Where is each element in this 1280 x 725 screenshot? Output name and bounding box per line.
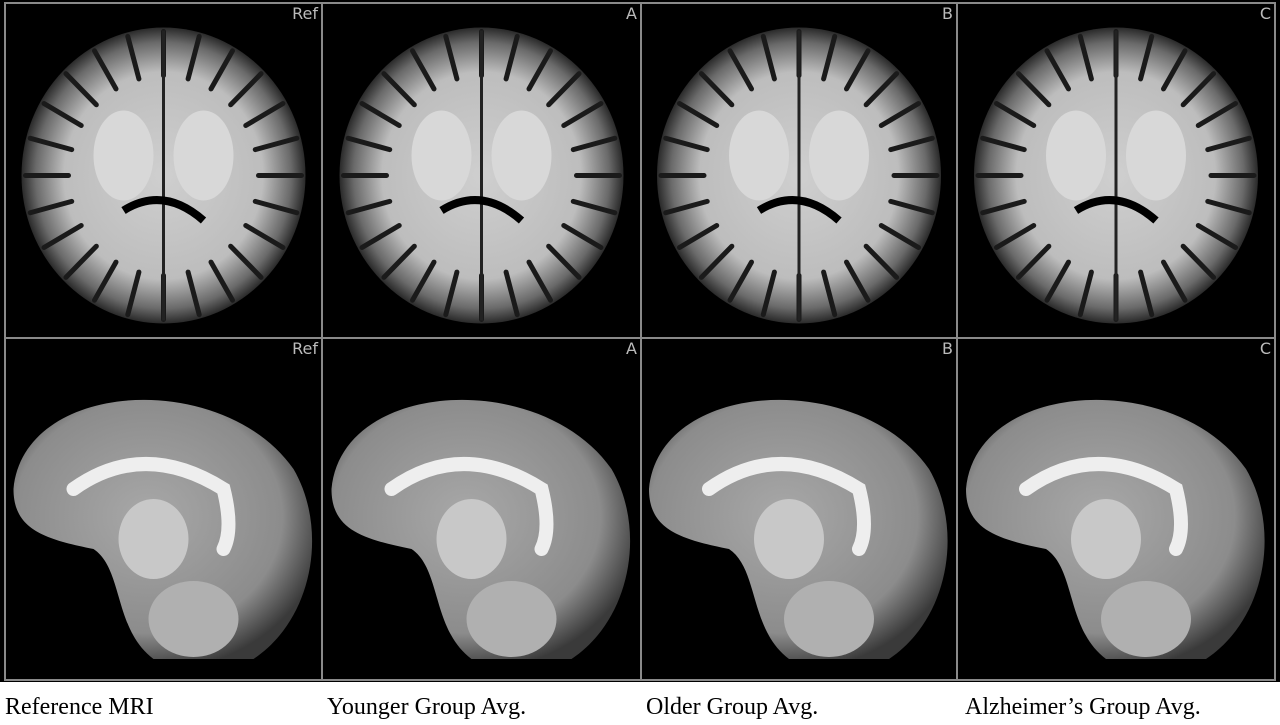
cerebellum — [149, 581, 239, 657]
panel-label: B — [942, 4, 953, 23]
basal-ganglia — [412, 111, 472, 201]
figure: Ref A B C Ref A B C Reference MRI Younger Group A… — [0, 0, 1280, 725]
panel-label: C — [1260, 4, 1271, 23]
cerebellum — [467, 581, 557, 657]
thalamus — [437, 499, 507, 579]
caption: Reference MRI — [5, 694, 154, 720]
cerebellum — [1101, 581, 1191, 657]
caption: Alzheimer’s Group Avg. — [965, 694, 1201, 720]
panel-label: Ref — [292, 4, 318, 23]
basal-ganglia — [492, 111, 552, 201]
panel-label: C — [1260, 339, 1271, 358]
thalamus — [754, 499, 824, 579]
cerebellum — [784, 581, 874, 657]
basal-ganglia — [94, 111, 154, 201]
basal-ganglia — [809, 111, 869, 201]
basal-ganglia — [1126, 111, 1186, 201]
panel-label: A — [626, 339, 637, 358]
panel-label: A — [626, 4, 637, 23]
panel-label: Ref — [292, 339, 318, 358]
thalamus — [119, 499, 189, 579]
panel-label: B — [942, 339, 953, 358]
caption: Older Group Avg. — [646, 694, 818, 720]
thalamus — [1071, 499, 1141, 579]
caption: Younger Group Avg. — [327, 694, 526, 720]
basal-ganglia — [729, 111, 789, 201]
basal-ganglia — [1046, 111, 1106, 201]
basal-ganglia — [174, 111, 234, 201]
